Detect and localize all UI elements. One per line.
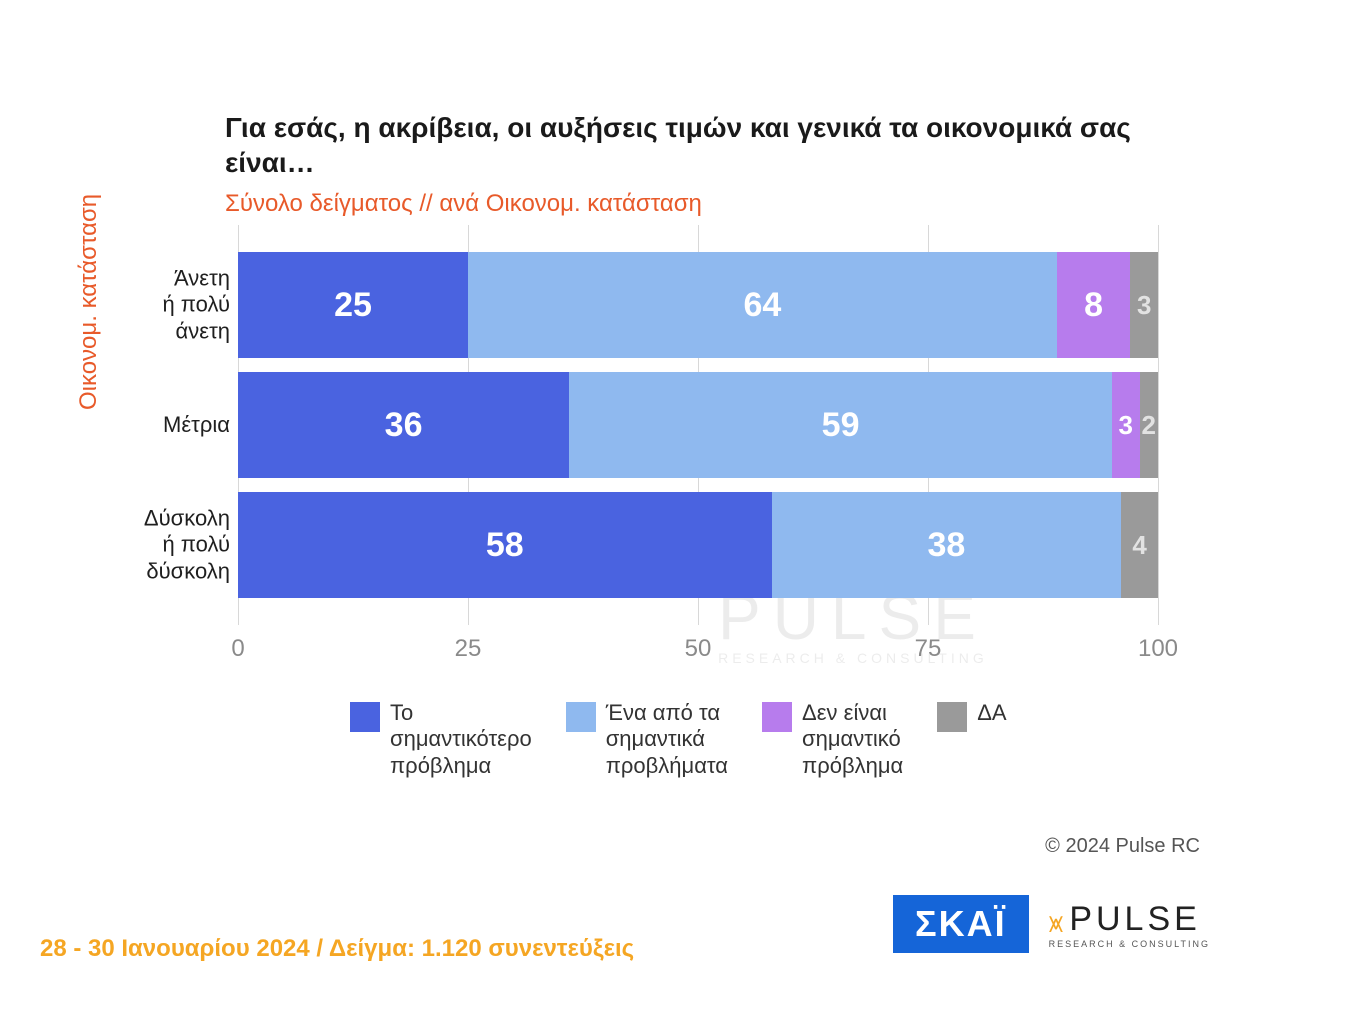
legend: Το σημαντικότερο πρόβλημα Ένα από τα σημα… (350, 700, 1170, 779)
legend-label: Δεν είναι σημαντικό πρόβλημα (802, 700, 903, 779)
pulse-wave-icon: ⩙ (1049, 908, 1068, 940)
bar-segment: 38 (772, 492, 1122, 598)
title-block: Για εσάς, η ακρίβεια, οι αυξήσεις τιμών … (225, 110, 1145, 218)
y-axis-title: Οικονομ. κατάσταση (75, 194, 103, 410)
logo-pulse-main: ⩙PULSE (1049, 900, 1201, 939)
x-tick-label: 75 (915, 635, 942, 663)
bar-segment: 8 (1057, 252, 1131, 358)
bar-segment: 36 (238, 372, 569, 478)
legend-swatch (566, 702, 596, 732)
category-labels: Άνετη ή πολύ άνετη Μέτρια Δύσκολη ή πολύ δ… (100, 225, 230, 625)
x-tick-label: 0 (231, 635, 244, 663)
bar-segment: 4 (1121, 492, 1158, 598)
legend-swatch (350, 702, 380, 732)
bar-segment: 64 (468, 252, 1057, 358)
copyright-text: © 2024 Pulse RC (1045, 835, 1200, 858)
legend-item: ΔΑ (937, 700, 1006, 732)
bar-segment: 58 (238, 492, 772, 598)
category-label: Δύσκολη ή πολύ δύσκολη (100, 505, 230, 584)
x-axis-ticks: 0255075100 (238, 635, 1158, 665)
bar-segment: 59 (569, 372, 1112, 478)
legend-label: Το σημαντικότερο πρόβλημα (390, 700, 532, 779)
logo-pulse-text: PULSE (1069, 900, 1201, 938)
bar-segment: 25 (238, 252, 468, 358)
logo-pulse: ⩙PULSE RESEARCH & CONSULTING (1049, 900, 1210, 949)
bar-row: 256483 (238, 252, 1158, 358)
bar-row: 365932 (238, 372, 1158, 478)
chart-title: Για εσάς, η ακρίβεια, οι αυξήσεις τιμών … (225, 110, 1145, 180)
legend-label: ΔΑ (977, 700, 1006, 726)
legend-swatch (937, 702, 967, 732)
legend-item: Το σημαντικότερο πρόβλημα (350, 700, 532, 779)
legend-item: Δεν είναι σημαντικό πρόβλημα (762, 700, 903, 779)
bar-segment: 3 (1130, 252, 1158, 358)
x-tick-label: 25 (455, 635, 482, 663)
logos: ΣΚΑΪ ⩙PULSE RESEARCH & CONSULTING (893, 895, 1210, 953)
page-root: Για εσάς, η ακρίβεια, οι αυξήσεις τιμών … (0, 0, 1360, 1020)
legend-item: Ένα από τα σημαντικά προβλήματα (566, 700, 728, 779)
grid-line (1158, 225, 1159, 625)
category-label: Μέτρια (100, 412, 230, 438)
chart-subtitle: Σύνολο δείγματος // ανά Οικονομ. κατάστα… (225, 190, 1145, 218)
legend-label: Ένα από τα σημαντικά προβλήματα (606, 700, 728, 779)
category-label: Άνετη ή πολύ άνετη (100, 265, 230, 344)
x-tick-label: 100 (1138, 635, 1178, 663)
plot-area: PULSE RESEARCH & CONSULTING 256483365932… (238, 225, 1158, 625)
bar-segment: 2 (1140, 372, 1158, 478)
logo-pulse-sub: RESEARCH & CONSULTING (1049, 939, 1210, 949)
logo-skai: ΣΚΑΪ (893, 895, 1029, 953)
legend-swatch (762, 702, 792, 732)
x-tick-label: 50 (685, 635, 712, 663)
footer-date-sample: 28 - 30 Ιανουαρίου 2024 / Δείγμα: 1.120 … (40, 935, 634, 963)
bar-segment: 3 (1112, 372, 1140, 478)
bar-row: 58384 (238, 492, 1158, 598)
